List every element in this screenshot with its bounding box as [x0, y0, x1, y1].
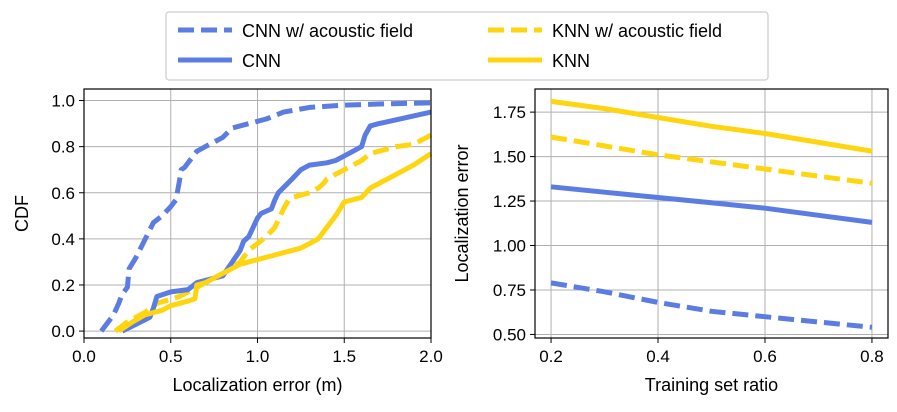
error-x-axis-label: Training set ratio: [645, 375, 778, 395]
cdf-x-tick-label: 1.0: [246, 347, 270, 366]
error-x-tick-label: 0.6: [753, 347, 777, 366]
cdf-y-tick-label: 0.0: [51, 322, 75, 341]
legend-label-cnn: CNN: [242, 51, 281, 71]
cdf-gridlines: [83, 89, 432, 338]
cdf-y-tick-label: 0.4: [51, 230, 75, 249]
error-chart: 0.2 0.4 0.6 0.8 0.50 0.75 1.00 1.25 1.50 1.75 Tra…: [452, 88, 889, 395]
cdf-x-tick-label: 2.0: [419, 347, 443, 366]
error-y-tick-label: 0.75: [493, 281, 526, 300]
cdf-y-tick-label: 0.2: [51, 276, 75, 295]
cdf-y-tick-label: 0.6: [51, 184, 75, 203]
legend-label-cnn-acoustic: CNN w/ acoustic field: [242, 21, 413, 41]
cdf-ticks: 0.0 0.5 1.0 1.5 2.0 0.0 0.2 0.4 0.6 0.8 1.0: [51, 92, 442, 366]
cdf-x-tick-label: 0.5: [159, 347, 183, 366]
cdf-series-knn: [117, 151, 433, 334]
legend-frame: [165, 11, 769, 81]
error-ticks: 0.2 0.4 0.6 0.8 0.50 0.75 1.00 1.25 1.50 1.75: [493, 103, 884, 366]
error-series-knn: [550, 98, 873, 154]
cdf-x-tick-label: 1.5: [332, 347, 356, 366]
error-y-tick-label: 0.50: [493, 325, 526, 344]
error-y-tick-label: 1.75: [493, 103, 526, 122]
error-gridlines: [535, 89, 888, 338]
error-x-tick-label: 0.4: [646, 347, 670, 366]
error-series-cnn: [550, 184, 873, 225]
legend-label-knn: KNN: [552, 51, 590, 71]
error-axes-frame: [534, 88, 889, 339]
error-series-knn-w-acoustic-field: [550, 134, 873, 186]
cdf-series-knn-w-acoustic-field: [113, 132, 433, 334]
error-series-cnn-w-acoustic-field: [550, 280, 873, 330]
cdf-y-tick-label: 0.8: [51, 138, 75, 157]
error-y-axis-label: Localization error: [452, 144, 472, 282]
cdf-y-tick-label: 1.0: [51, 92, 75, 111]
cdf-chart: 0.0 0.5 1.0 1.5 2.0 0.0 0.2 0.4 0.6 0.8 1.0 Locali…: [12, 88, 443, 395]
cdf-x-tick-label: 0.0: [72, 347, 96, 366]
error-x-tick-label: 0.2: [539, 347, 563, 366]
cdf-y-axis-label: CDF: [12, 195, 32, 232]
cdf-series: [99, 100, 433, 334]
error-y-tick-label: 1.00: [493, 237, 526, 256]
error-y-tick-label: 1.50: [493, 148, 526, 167]
error-series: [550, 98, 873, 330]
legend: CNN w/ acoustic field KNN w/ acoustic fi…: [165, 11, 769, 81]
cdf-series-cnn: [121, 109, 432, 334]
cdf-x-axis-label: Localization error (m): [172, 375, 342, 395]
error-x-tick-label: 0.8: [860, 347, 884, 366]
legend-label-knn-acoustic: KNN w/ acoustic field: [552, 21, 722, 41]
cdf-series-cnn-w-acoustic-field: [99, 100, 432, 333]
error-y-tick-label: 1.25: [493, 192, 526, 211]
